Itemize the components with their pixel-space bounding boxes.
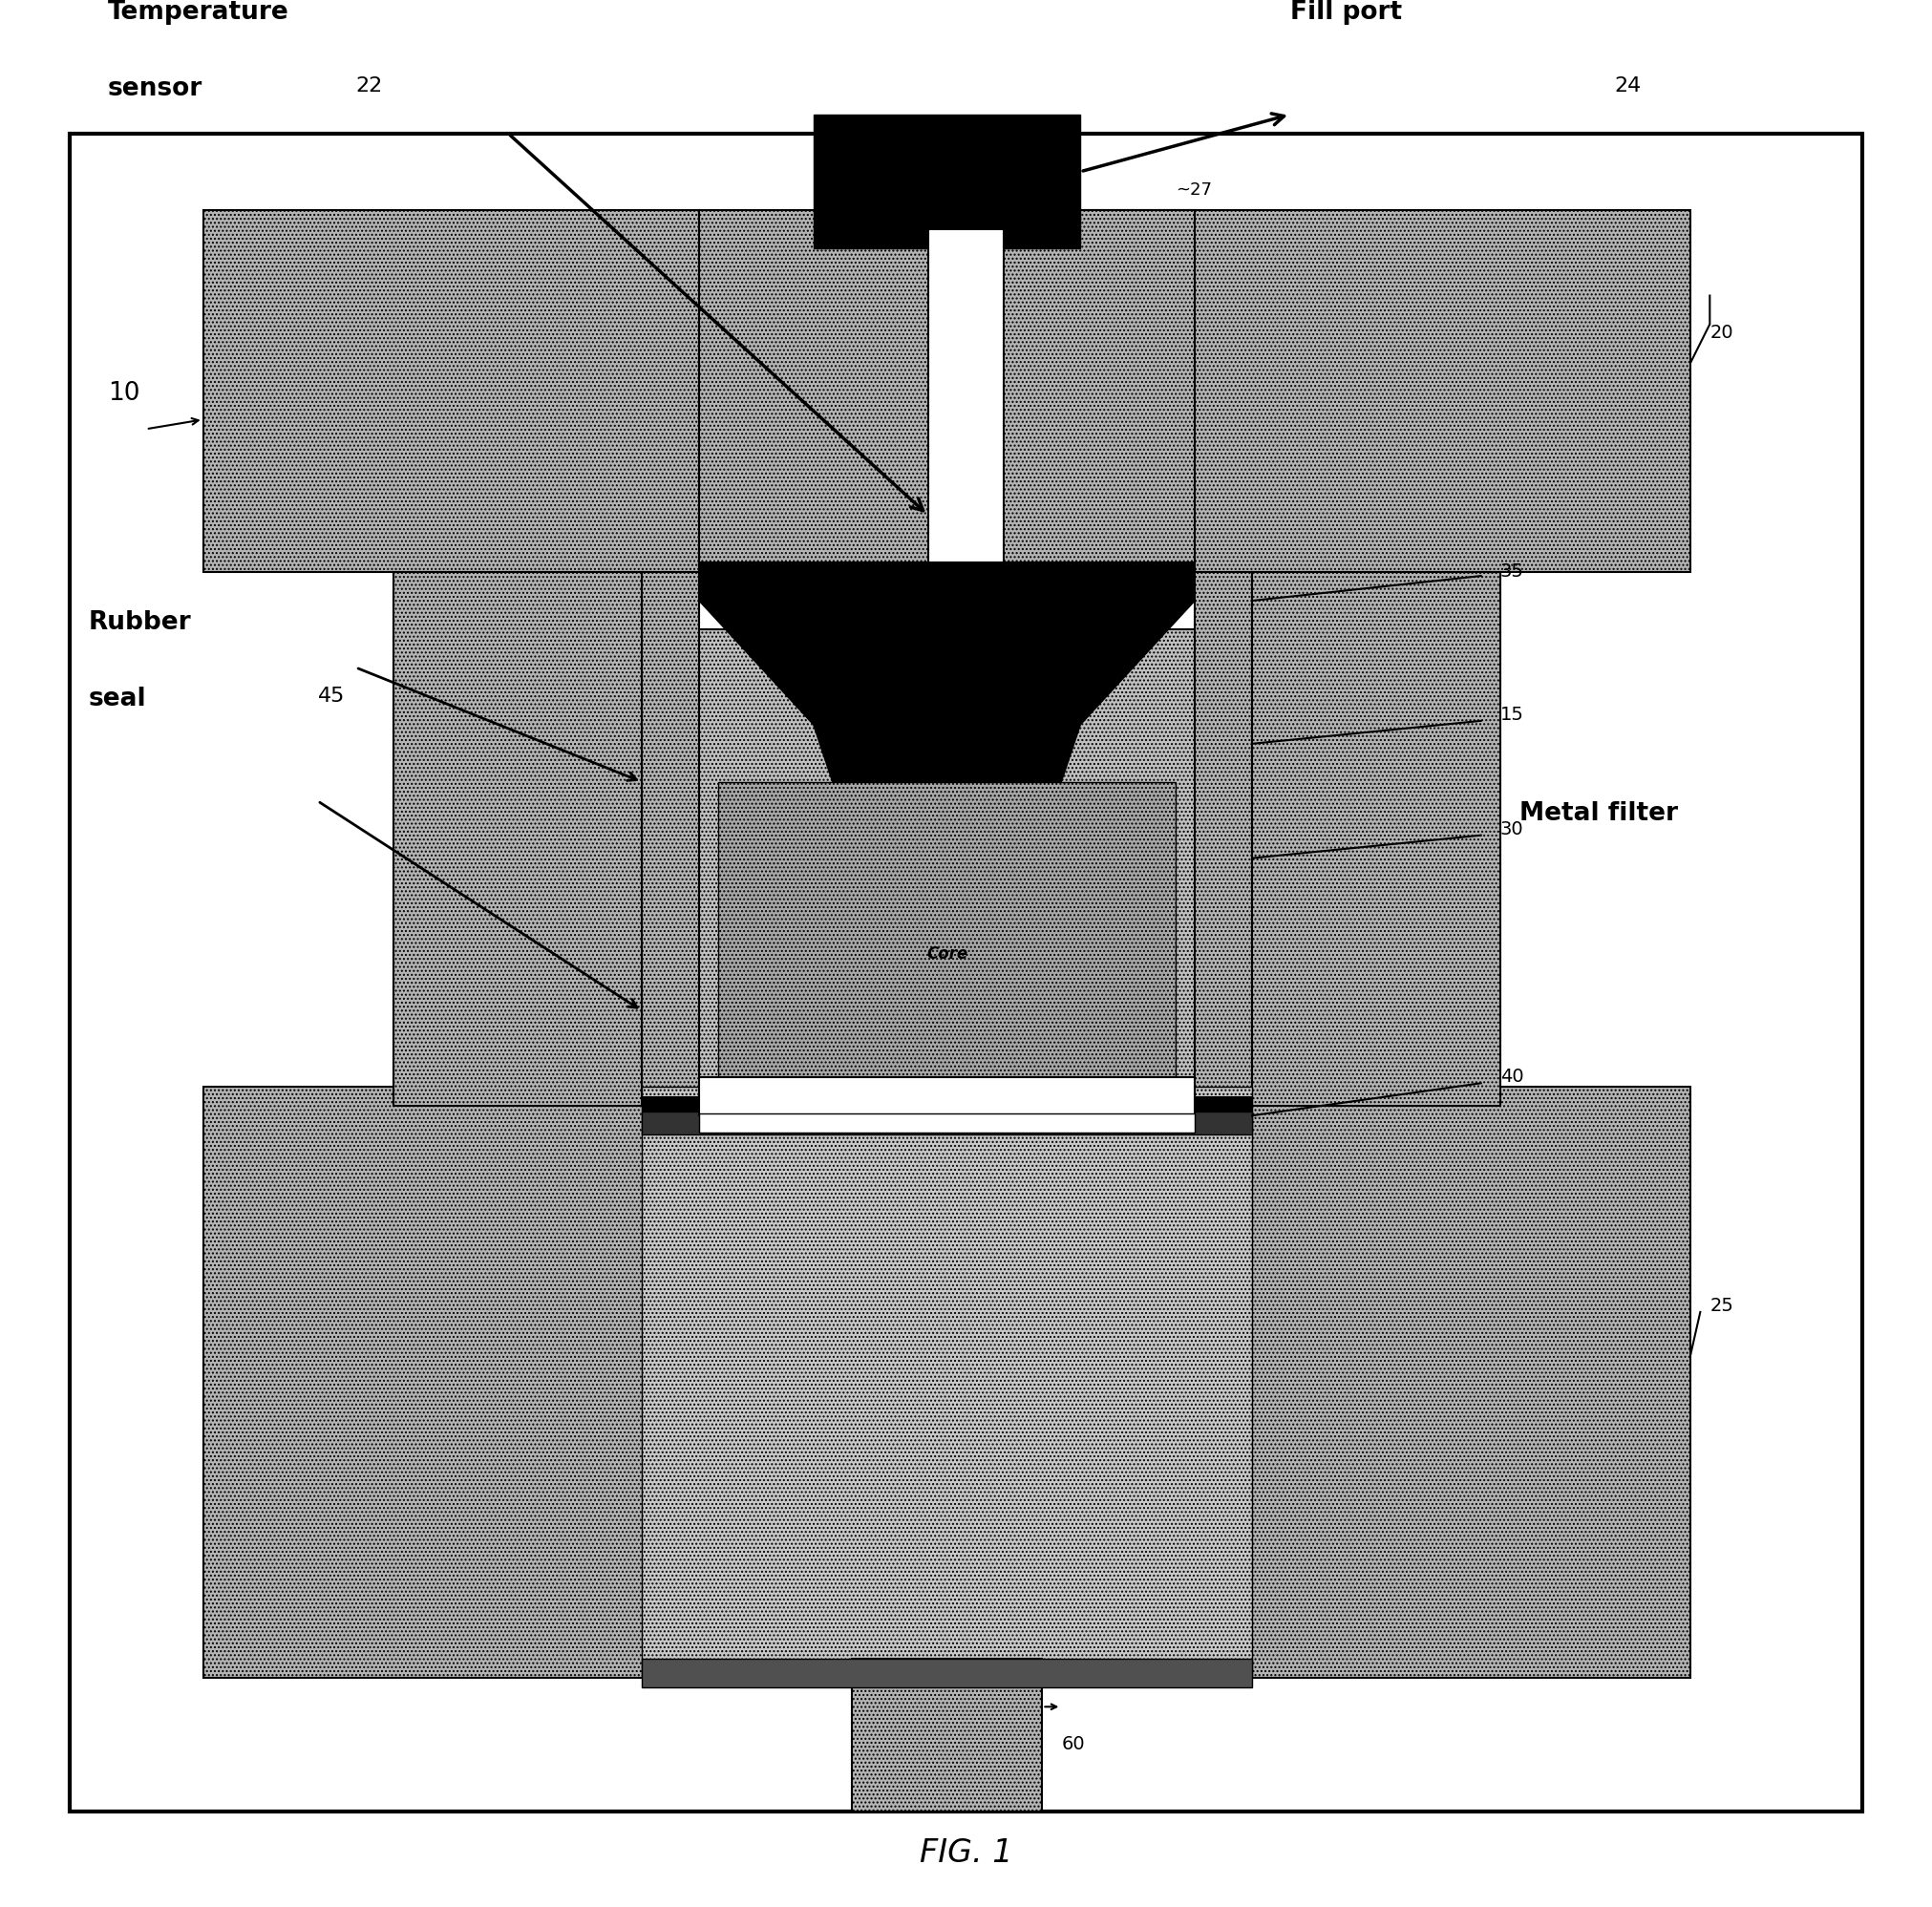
- Text: 25: 25: [1710, 1297, 1733, 1316]
- Bar: [641, 1112, 1252, 1135]
- Text: Core: Core: [925, 944, 968, 963]
- Text: Rubber: Rubber: [89, 610, 191, 635]
- Text: sensor: sensor: [108, 76, 203, 101]
- Text: Fill port: Fill port: [1291, 0, 1403, 25]
- Text: 45: 45: [317, 687, 344, 706]
- Text: Metal filter: Metal filter: [1519, 801, 1677, 826]
- Text: 20: 20: [1710, 324, 1733, 343]
- Bar: [699, 563, 1194, 629]
- Bar: [641, 1087, 1252, 1678]
- Text: 24: 24: [1615, 76, 1642, 95]
- Text: Temperature: Temperature: [108, 0, 290, 25]
- Text: 60: 60: [1061, 1735, 1086, 1754]
- Text: 31: 31: [933, 587, 960, 606]
- Text: 10: 10: [108, 381, 139, 406]
- Text: 30: 30: [1499, 820, 1524, 839]
- Bar: [852, 1659, 1041, 1812]
- Text: 15: 15: [1499, 706, 1524, 725]
- Text: ~27: ~27: [1177, 181, 1211, 198]
- Bar: [1061, 210, 1690, 572]
- Text: 35: 35: [1499, 563, 1524, 582]
- Bar: [394, 572, 641, 1106]
- Bar: [699, 1077, 1194, 1116]
- Text: seal: seal: [89, 687, 147, 711]
- Bar: [813, 114, 1080, 248]
- Bar: [70, 133, 1862, 1812]
- Text: FIG. 1: FIG. 1: [920, 1836, 1012, 1869]
- Bar: [1252, 572, 1499, 1106]
- Bar: [1099, 572, 1252, 1106]
- Bar: [699, 1114, 1194, 1133]
- Bar: [641, 1097, 1252, 1125]
- Bar: [699, 610, 1194, 1106]
- Text: 40: 40: [1499, 1068, 1524, 1087]
- Bar: [699, 210, 1194, 572]
- Polygon shape: [699, 563, 1194, 782]
- Bar: [641, 572, 794, 1106]
- Bar: [203, 210, 699, 572]
- Bar: [719, 782, 1177, 1106]
- Bar: [641, 1659, 1252, 1688]
- Bar: [203, 1087, 1690, 1678]
- Bar: [927, 229, 1005, 572]
- Text: 22: 22: [355, 76, 383, 95]
